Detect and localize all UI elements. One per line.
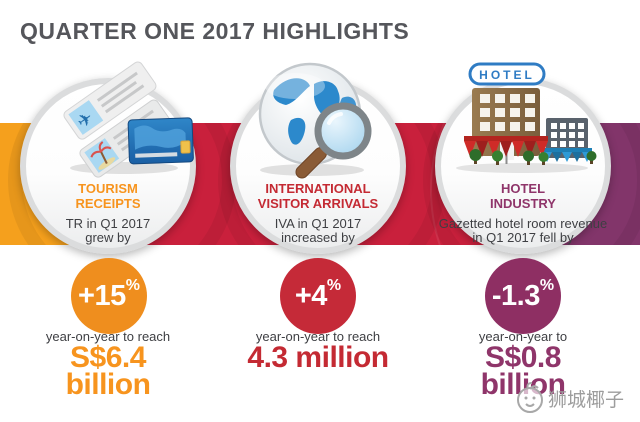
yoy-label-visitors: year-on-year to reach: [255, 329, 381, 344]
hotel-buildings-icon: HOTEL: [456, 62, 597, 173]
yoy-label-tourism: year-on-year to reach: [45, 329, 171, 344]
globe-magnifier-icon: [258, 62, 372, 179]
page-title: QUARTER ONE 2017 HIGHLIGHTS: [20, 18, 410, 44]
yoy-label-hotel: year-on-year to: [478, 329, 568, 344]
travel-tickets-credit-card-icon: ✈: [63, 61, 194, 178]
section-heading-hotel: HOTEL INDUSTRY: [490, 181, 556, 211]
watermark-text: 狮城椰子: [548, 389, 625, 411]
section-heading-tourism: TOURISM RECEIPTS: [75, 181, 141, 211]
watermark-coconut-logo-icon: [517, 382, 543, 413]
section-desc-visitors: IVA in Q1 2017 increased by: [274, 216, 362, 245]
section-heading-visitors: INTERNATIONAL VISITOR ARRIVALS: [257, 181, 379, 211]
watermark: 狮城椰子: [514, 381, 624, 415]
change-badge-visitors: +4 %: [280, 258, 356, 334]
change-badge-hotel: -1.3 %: [485, 258, 561, 334]
change-badge-tourism: +15 %: [71, 258, 147, 334]
section-desc-hotel: Gazetted hotel room revenue in Q1 2017 f…: [438, 216, 608, 245]
value-visitors: 4.3 million: [247, 341, 389, 374]
section-desc-tourism: TR in Q1 2017 grew by: [65, 216, 151, 245]
hotel-sign-label: HOTEL: [479, 68, 535, 82]
value-tourism: S$6.4 billion: [65, 341, 151, 401]
